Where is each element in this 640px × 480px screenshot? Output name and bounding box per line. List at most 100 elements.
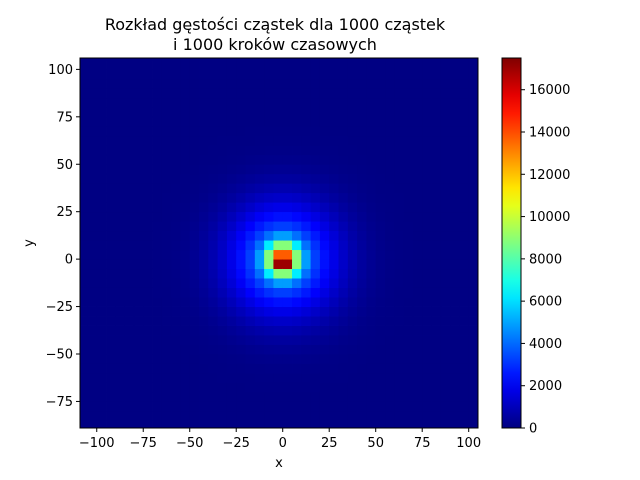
heatmap-cell (301, 268, 312, 279)
heatmap-cell (329, 335, 339, 345)
heatmap-cell (422, 59, 432, 70)
heatmap-cell (310, 372, 321, 383)
heatmap-cell (385, 183, 395, 194)
heatmap-cell (189, 107, 200, 118)
heatmap-cell (254, 401, 265, 412)
heatmap-cell (468, 88, 479, 99)
heatmap-cell (161, 59, 172, 70)
heatmap-cell (236, 154, 246, 165)
heatmap-cell (422, 316, 432, 326)
heatmap-cell (394, 325, 405, 336)
heatmap-cell (226, 173, 237, 184)
heatmap-cell (254, 183, 265, 194)
heatmap-cell (440, 354, 451, 364)
heatmap-cell (385, 372, 395, 383)
heatmap-cell (143, 192, 153, 203)
heatmap-cell (226, 259, 237, 270)
heatmap-cell (440, 97, 451, 108)
heatmap-cell (87, 391, 98, 402)
heatmap-cell (301, 372, 312, 383)
heatmap-cell (171, 420, 181, 429)
heatmap-cell (245, 154, 256, 165)
heatmap-cell (422, 278, 432, 288)
heatmap-cell (292, 306, 302, 317)
heatmap-cell (412, 354, 423, 364)
heatmap-cell (282, 259, 293, 270)
heatmap-cell (366, 401, 377, 412)
heatmap-cell (394, 391, 405, 402)
heatmap-cell (171, 88, 181, 99)
heatmap-cell (468, 268, 479, 279)
heatmap-cell (310, 354, 321, 364)
heatmap-cell (273, 164, 284, 175)
heatmap-cell (403, 211, 414, 222)
heatmap-cell (124, 126, 135, 137)
heatmap-cell (459, 420, 470, 429)
heatmap-cell (236, 116, 246, 127)
heatmap-cell (254, 297, 265, 307)
heatmap-cell (264, 211, 274, 222)
heatmap-cell (87, 116, 98, 127)
heatmap-cell (273, 135, 284, 146)
heatmap-cell (357, 145, 367, 156)
heatmap-cell (152, 410, 163, 421)
heatmap-cell (226, 59, 237, 70)
heatmap-cell (347, 69, 358, 80)
heatmap-cell (468, 183, 479, 194)
heatmap-cell (366, 278, 377, 288)
heatmap-cell (366, 325, 377, 336)
x-tick-label: 50 (367, 436, 384, 451)
heatmap-cell (394, 335, 405, 345)
heatmap-cell (96, 78, 107, 89)
heatmap-cell (87, 221, 98, 232)
heatmap-cell (403, 183, 414, 194)
heatmap-cell (338, 69, 349, 80)
heatmap-cell (245, 97, 256, 108)
heatmap-cell (208, 240, 219, 251)
heatmap-cell (124, 154, 135, 165)
heatmap-cell (394, 259, 405, 270)
heatmap-cell (431, 97, 442, 108)
heatmap-cell (226, 344, 237, 355)
heatmap-cell (96, 240, 107, 251)
heatmap-cell (450, 249, 460, 260)
heatmap-cell (310, 107, 321, 118)
heatmap-cell (385, 297, 395, 307)
heatmap-cell (115, 335, 126, 345)
heatmap-cell (87, 164, 98, 175)
heatmap-cell (292, 164, 302, 175)
heatmap-cell (450, 344, 460, 355)
heatmap-cell (143, 268, 153, 279)
heatmap-cell (273, 354, 284, 364)
heatmap-cell (301, 325, 312, 336)
heatmap-cell (80, 173, 88, 184)
heatmap-cell (152, 325, 163, 336)
heatmap-cell (124, 306, 135, 317)
heatmap-cell (468, 401, 479, 412)
heatmap-cell (152, 401, 163, 412)
heatmap-cell (217, 278, 228, 288)
heatmap-cell (87, 126, 98, 137)
heatmap-cell (459, 316, 470, 326)
heatmap-cell (292, 192, 302, 203)
heatmap-cell (468, 69, 479, 80)
heatmap-cell (199, 287, 209, 298)
heatmap-cell (338, 372, 349, 383)
heatmap-cell (180, 278, 191, 288)
heatmap-cell (124, 354, 135, 364)
heatmap-cell (329, 316, 339, 326)
heatmap-cell (133, 202, 144, 213)
heatmap-cell (161, 135, 172, 146)
heatmap-cell (385, 145, 395, 156)
heatmap-cell (226, 249, 237, 260)
heatmap-cell (236, 211, 246, 222)
heatmap-cell (199, 69, 209, 80)
heatmap-cell (375, 69, 386, 80)
y-tick-label: −75 (46, 395, 73, 410)
heatmap-cell (301, 202, 312, 213)
heatmap-cell (217, 287, 228, 298)
heatmap-cell (208, 297, 219, 307)
heatmap-cell (80, 382, 88, 393)
heatmap-cell (208, 58, 219, 61)
